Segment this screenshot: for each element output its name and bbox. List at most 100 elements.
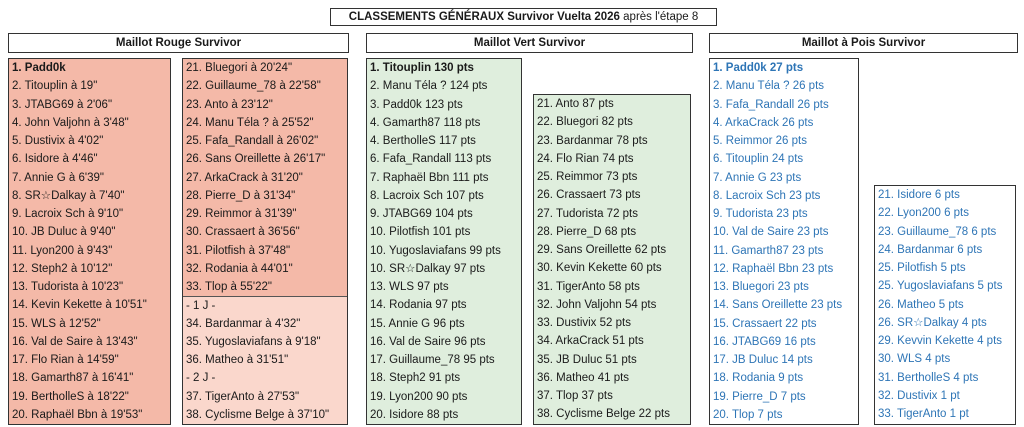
ranking-row: 3. Fafa_Randall 26 pts [713, 98, 829, 111]
ranking-row: 26. SR☆Dalkay 4 pts [878, 316, 987, 329]
ranking-row: 9. Tudorista 23 pts [713, 208, 808, 220]
ranking-row: 17. Guillaume_78 95 pts [370, 354, 495, 366]
ranking-row: 22. Bluegori 82 pts [537, 116, 633, 129]
ranking-row: 13. Tudorista à 10'23" [12, 281, 124, 293]
ranking-row: 38. Cyclisme Belge à 37'10" [183, 405, 347, 424]
ranking-row: 4. ArkaCrack 26 pts [713, 116, 814, 129]
ranking-row: - 1 J - [183, 296, 347, 315]
ranking-row: 26. Crassaert 73 pts [537, 189, 641, 202]
ranking-row: 10. Val de Saire 23 pts [713, 226, 829, 239]
ranking-row: 37. Tlop 37 pts [537, 390, 613, 402]
ranking-row: 3. JTABG69 à 2'06" [12, 98, 113, 111]
ranking-row: 8. SR☆Dalkay à 7'40" [12, 189, 125, 202]
title-main: CLASSEMENTS GÉNÉRAUX Survivor Vuelta 202… [348, 11, 620, 23]
ranking-row: 24. Bardanmar 6 pts [878, 243, 983, 256]
ranking-row: 25. Yugoslaviafans 5 pts [878, 280, 1003, 293]
ranking-row: 31. BertholleS 4 pts [878, 371, 979, 384]
ranking-row: 22. Guillaume_78 à 22'58" [186, 80, 321, 93]
ranking-row: 29. Sans Oreillette 62 pts [537, 244, 667, 256]
jersey-header-rouge: Maillot Rouge Survivor [8, 33, 349, 53]
ranking-row: 26. Sans Oreillette à 26'17" [186, 153, 326, 166]
ranking-row: 24. Flo Rian 74 pts [537, 152, 634, 165]
vert-ranking-column-1: 1. Titouplin 130 pts 2. Manu Téla ? 124 p… [366, 58, 522, 425]
ranking-row: 37. TigerAnto à 27'53" [183, 387, 347, 406]
page-title: CLASSEMENTS GÉNÉRAUX Survivor Vuelta 202… [330, 8, 717, 26]
ranking-row: 29. Reimmor à 31'39" [186, 208, 297, 220]
ranking-row: 23. Bardanmar 78 pts [537, 134, 648, 147]
ranking-row: 14. Rodania 97 pts [370, 299, 467, 312]
ranking-row: 29. Kevvin Kekette 4 pts [878, 335, 1003, 347]
ranking-row: 27. Tudorista 72 pts [537, 207, 639, 220]
ranking-row: 21. Isidore 6 pts [878, 189, 960, 201]
ranking-row: 30. Kevin Kekette 60 pts [537, 262, 662, 275]
ranking-row: 10. JB Duluc à 9'40" [12, 226, 116, 239]
ranking-row: 14. Sans Oreillette 23 pts [713, 299, 843, 312]
ranking-row: 15. WLS à 12'52" [12, 317, 101, 330]
ranking-row: 16. Val de Saire à 13'43" [12, 335, 138, 348]
ranking-row: 23. Anto à 23'12" [186, 98, 273, 111]
ranking-row: 10. Yugoslaviafans 99 pts [370, 244, 501, 257]
ranking-row: 3. Padd0k 123 pts [370, 98, 463, 111]
ranking-row: 38. Cyclisme Belge 22 pts [537, 408, 670, 421]
ranking-row: 36. Matheo à 31'51" [183, 351, 347, 370]
ranking-row: 31. TigerAnto 58 pts [537, 280, 640, 293]
ranking-row: 21. Anto 87 pts [537, 98, 614, 110]
ranking-row: 28. Pierre_D 68 pts [537, 225, 637, 238]
ranking-row: 5. Reimmor 26 pts [713, 135, 807, 147]
ranking-row: 35. JB Duluc 51 pts [537, 353, 637, 366]
ranking-row: 1. Padd0k 27 pts [713, 62, 804, 74]
pois-ranking-column-2: 21. Isidore 6 pts 22. Lyon200 6 pts 23. Gu… [874, 185, 1016, 425]
ranking-row: 11. Lyon200 à 9'43" [12, 244, 113, 257]
ranking-row: 7. Annie G 23 pts [713, 171, 802, 184]
ranking-row: 4. Gamarth87 118 pts [370, 116, 481, 129]
ranking-row: 17. JB Duluc 14 pts [713, 354, 813, 366]
ranking-row: 33. TigerAnto 1 pt [878, 408, 969, 420]
ranking-row: 13. WLS 97 pts [370, 281, 449, 293]
ranking-row: 13. Bluegori 23 pts [713, 281, 809, 293]
ranking-row: 32. Dustivix 1 pt [878, 389, 960, 402]
ranking-row: 9. Lacroix Sch à 9'10" [12, 208, 124, 220]
ranking-row: 2. Titouplin à 19" [12, 80, 98, 93]
ranking-row: 4. BertholleS 117 pts [370, 135, 476, 147]
ranking-row: 16. Val de Saire 96 pts [370, 335, 486, 348]
ranking-row: 25. Fafa_Randall à 26'02" [186, 135, 319, 147]
ranking-row: 20. Isidore 88 pts [370, 408, 459, 421]
ranking-row: 16. JTABG69 16 pts [713, 335, 816, 348]
ranking-row: 20. Raphaël Bbn à 19'53" [12, 408, 143, 421]
ranking-row: 8. Lacroix Sch 107 pts [370, 189, 484, 202]
ranking-row: 18. Steph2 91 pts [370, 372, 461, 385]
ranking-row: 17. Flo Rian à 14'59" [12, 354, 119, 366]
ranking-row: 1. Titouplin 130 pts [370, 62, 474, 74]
ranking-row: 6. Titouplin 24 pts [713, 153, 804, 166]
ranking-row: 6. Isidore à 4'46" [12, 153, 98, 166]
ranking-row: 24. Manu Téla ? à 25'52" [186, 116, 314, 129]
ranking-row: 30. Crassaert à 36'56" [186, 226, 300, 239]
ranking-row: 34. Bardanmar à 4'32" [183, 314, 347, 333]
ranking-row: 23. Guillaume_78 6 pts [878, 225, 997, 238]
pois-ranking-column-1: 1. Padd0k 27 pts 2. Manu Téla ? 26 pts 3. … [709, 58, 859, 425]
ranking-row: 2. Manu Téla ? 124 pts [370, 80, 488, 93]
ranking-row: 33. Tlop à 55'22" [186, 281, 272, 293]
ranking-row: 15. Crassaert 22 pts [713, 317, 817, 330]
ranking-row: 27. ArkaCrack à 31'20" [186, 171, 303, 184]
ranking-row: 25. Pilotfish 5 pts [878, 262, 966, 274]
ranking-row: 30. WLS 4 pts [878, 353, 951, 366]
ranking-row: 15. Annie G 96 pts [370, 317, 465, 330]
ranking-row: 12. Raphaël Bbn 23 pts [713, 262, 834, 275]
ranking-row: 10. SR☆Dalkay 97 pts [370, 262, 486, 275]
ranking-row: 4. John Valjohn à 3'48" [12, 116, 129, 129]
ranking-row: - 2 J - [183, 369, 347, 388]
ranking-row: 7. Annie G à 6'39" [12, 171, 104, 184]
ranking-row: 28. Pierre_D à 31'34" [186, 189, 296, 202]
ranking-row: 18. Gamarth87 à 16'41" [12, 372, 134, 385]
ranking-row: 25. Reimmor 73 pts [537, 171, 638, 183]
ranking-row: 34. ArkaCrack 51 pts [537, 335, 644, 348]
ranking-row: 35. Yugoslaviafans à 9'18" [183, 332, 347, 351]
ranking-row: 14. Kevin Kekette à 10'51" [12, 299, 147, 312]
vert-ranking-column-2: 21. Anto 87 pts 22. Bluegori 82 pts 23. Ba… [533, 94, 691, 425]
jersey-header-vert: Maillot Vert Survivor [366, 33, 693, 53]
ranking-row: 2. Manu Téla ? 26 pts [713, 80, 825, 93]
ranking-row: 11. Gamarth87 23 pts [713, 244, 824, 257]
rouge-ranking-column-1: 1. Padd0k 2. Titouplin à 19" 3. JTABG69 à … [8, 58, 171, 425]
ranking-row: 20. Tlop 7 pts [713, 408, 783, 421]
